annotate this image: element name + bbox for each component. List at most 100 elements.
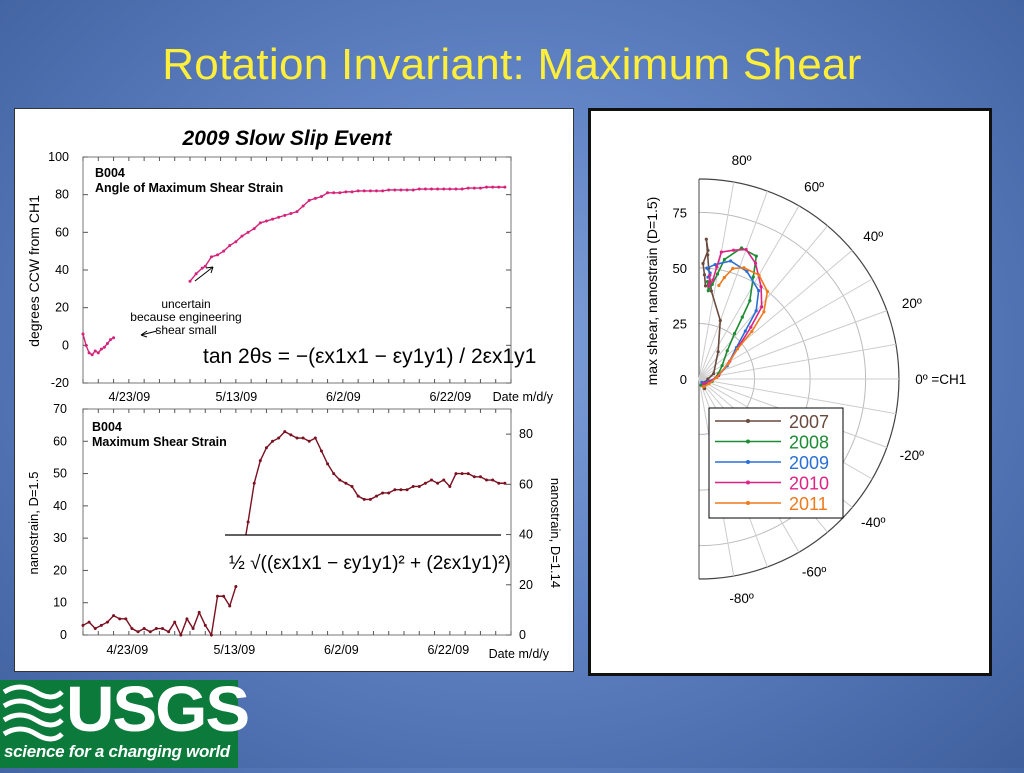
angle-data-point	[307, 198, 311, 202]
angle-data-point	[96, 351, 100, 355]
shear-data-point	[203, 623, 207, 627]
shear-data-point	[173, 620, 177, 624]
legend-marker-2011	[746, 501, 750, 505]
shear-data-point	[264, 446, 268, 450]
shear-y-tick-label: 60	[53, 434, 67, 448]
angle-data-point	[301, 204, 305, 208]
polar-data-point	[760, 305, 764, 309]
polar-r-axis-label: max shear, nanostrain (D=1.5)	[644, 197, 660, 386]
legend-label-2009: 2009	[789, 453, 829, 473]
polar-data-point	[743, 329, 747, 333]
shear-data-point	[393, 488, 397, 492]
shear-x-tick-label: 6/22/09	[427, 643, 469, 657]
polar-r-ticks: 0 25 50 75	[673, 205, 687, 387]
angle-series-line-1	[189, 186, 505, 282]
angle-data-point	[356, 189, 360, 193]
shear-data-point	[448, 484, 452, 488]
angle-data-point	[387, 188, 391, 192]
angle-data-point	[105, 341, 109, 345]
angle-data-point	[283, 213, 287, 217]
shear-data-point	[485, 478, 489, 482]
polar-angle-ticks: 80º 60º 40º 20º 0º =CH1 -20º -40º -60º -80º	[729, 153, 966, 606]
polar-data-point	[715, 375, 719, 380]
polar-r-tick-label: 0	[680, 372, 687, 387]
polar-data-point	[748, 299, 752, 303]
shear-x-ticks: 4/23/09 5/13/09 6/2/09 6/22/09	[82, 409, 512, 657]
angle-data-point	[405, 188, 409, 192]
shear-data-point	[350, 484, 354, 488]
polar-data-point	[706, 377, 710, 381]
polar-spoke	[698, 310, 888, 380]
polar-data-point	[722, 257, 727, 262]
shear-y-tick-label-right: 0	[519, 628, 526, 642]
shear-data-point	[491, 478, 495, 482]
shear-data-point	[368, 497, 372, 501]
shear-data-point	[148, 630, 152, 634]
angle-y-tick-label: 0	[62, 338, 69, 352]
angle-data-point	[362, 189, 366, 193]
angle-data-point	[430, 187, 434, 191]
shear-y-tick-label: 70	[53, 402, 67, 416]
angle-inner-label: Angle of Maximum Shear Strain	[95, 181, 283, 195]
shear-x-tick-label: 4/23/09	[106, 643, 148, 657]
shear-data-point	[338, 478, 342, 482]
polar-data-point	[715, 265, 719, 269]
shear-data-point	[112, 614, 116, 618]
polar-data-point	[703, 284, 708, 288]
shear-data-point	[430, 478, 434, 482]
polar-chart-svg: 0 25 50 75 80º 60º 40º 20º 0º =CH1 -20º -40º -60º -…	[644, 153, 966, 606]
left-chart-panel: 2009 Slow Slip Event 100 80 60 40 20 0 -20 4/2…	[14, 108, 574, 672]
angle-data-point	[289, 212, 293, 215]
polar-data-point	[719, 250, 723, 254]
angle-formula: tan 2θs = −(εx1x1 − εy1y1) / 2εx1y1	[203, 345, 536, 368]
shear-data-point	[417, 484, 421, 488]
shear-data-point	[216, 594, 220, 598]
shear-y-tick-label: 50	[53, 467, 67, 481]
polar-angle-label: 40º	[863, 229, 883, 244]
shear-y-tick-label: 20	[53, 563, 67, 577]
shear-data-point	[503, 481, 507, 485]
shear-data-point	[258, 459, 262, 463]
shear-x-axis-label: Date m/d/y	[489, 647, 550, 661]
angle-y-tick-label: 40	[55, 263, 69, 277]
angle-y-tick-label: 100	[48, 150, 69, 164]
shear-y-tick-label: 30	[53, 531, 67, 545]
angle-data-point	[399, 188, 403, 192]
polar-data-point	[705, 279, 710, 284]
shear-data-point	[326, 462, 330, 466]
angle-data-point	[417, 187, 421, 191]
angle-data-point	[216, 253, 220, 257]
angle-data-point	[454, 187, 458, 191]
shear-data-point	[497, 481, 501, 485]
polar-data-point	[749, 325, 753, 329]
polar-data-point	[706, 248, 710, 253]
angle-y-ticks: 100 80 60 40 20 0 -20	[48, 150, 511, 390]
shear-formula: ½ √((εx1x1 − εy1y1)² + (2εx1y1)²)	[229, 553, 511, 574]
shear-data-point	[405, 488, 409, 492]
polar-angle-label: 0º =CH1	[915, 372, 966, 387]
polar-data-point	[725, 349, 729, 353]
angle-data-point	[102, 345, 106, 349]
shear-data-point	[81, 623, 85, 627]
angle-data-point	[93, 349, 97, 353]
shear-x-tick-label: 5/13/09	[213, 643, 255, 657]
angle-data-point	[326, 191, 330, 195]
polar-data-point	[729, 259, 733, 263]
shear-data-point	[252, 481, 256, 485]
polar-data-point	[701, 385, 706, 389]
polar-data-point	[718, 318, 722, 323]
angle-data-point	[200, 266, 204, 270]
angle-data-point	[350, 190, 354, 194]
polar-data-point	[744, 247, 748, 252]
angle-data-point	[264, 219, 268, 223]
angle-y-tick-label: -20	[51, 376, 69, 390]
shear-data-point	[154, 627, 158, 631]
shear-y-tick-label-right: 20	[519, 578, 533, 592]
annotation-line-3: shear small	[155, 323, 216, 337]
polar-angle-label: 20º	[902, 296, 922, 311]
formula-background	[225, 535, 505, 585]
shear-data-point	[313, 436, 317, 440]
polar-spoke	[698, 378, 897, 415]
legend-marker-2010	[746, 480, 750, 485]
